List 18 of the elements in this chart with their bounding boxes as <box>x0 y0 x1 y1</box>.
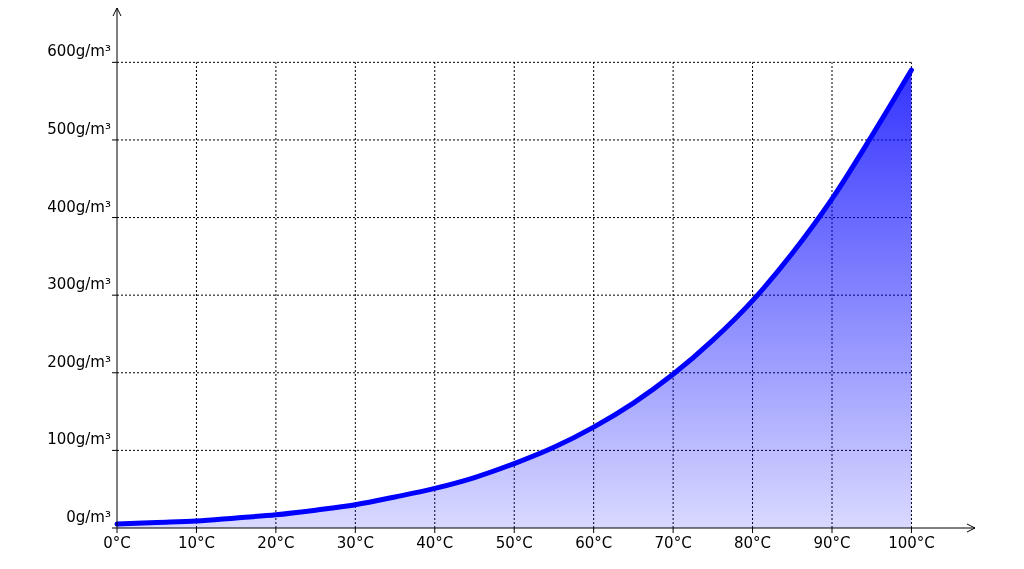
x-tick-label: 30°C <box>336 534 374 552</box>
x-tick-label: 40°C <box>416 534 454 552</box>
y-tick-label: 0g/m³ <box>66 508 111 526</box>
y-tick-label: 300g/m³ <box>47 275 111 294</box>
y-tick-label: 600g/m³ <box>47 42 111 61</box>
x-tick-label: 20°C <box>257 534 295 552</box>
x-tick-label: 90°C <box>813 534 851 552</box>
y-tick-label: 400g/m³ <box>47 197 111 216</box>
y-tick-label: 200g/m³ <box>47 352 111 371</box>
x-tick-label: 100°C <box>888 534 935 552</box>
x-tick-label: 0°C <box>103 534 131 552</box>
x-tick-label: 10°C <box>177 534 215 552</box>
x-tick-label: 60°C <box>575 534 613 552</box>
x-tick-label: 70°C <box>654 534 692 552</box>
x-tick-label: 80°C <box>734 534 772 552</box>
y-tick-label: 500g/m³ <box>47 119 111 138</box>
y-tick-label: 100g/m³ <box>47 430 111 449</box>
x-tick-label: 50°C <box>495 534 533 552</box>
